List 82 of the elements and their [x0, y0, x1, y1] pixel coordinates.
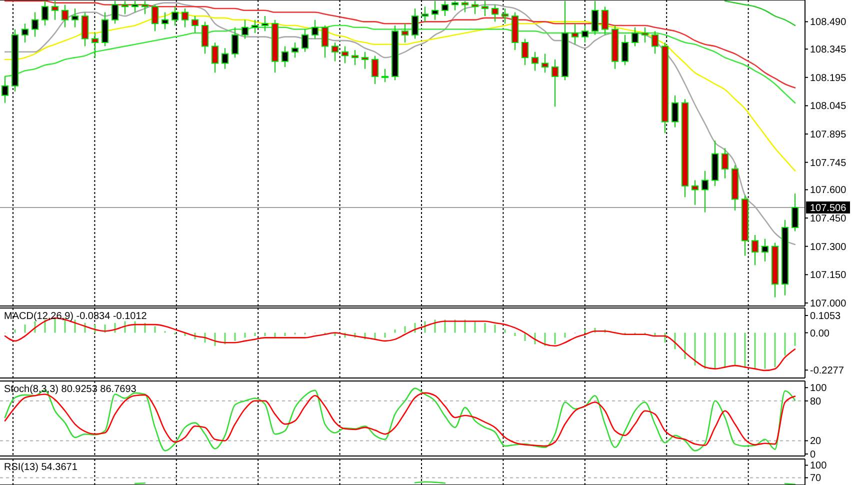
- candlestick: [292, 42, 298, 58]
- candlestick: [142, 0, 148, 15]
- y-tick-label: 107.000: [810, 298, 847, 310]
- candlestick: [412, 8, 418, 40]
- candlestick: [482, 0, 488, 17]
- candlestick: [82, 12, 88, 47]
- candlestick: [92, 32, 98, 58]
- y-tick-label: 108.195: [810, 72, 847, 84]
- candlestick: [312, 19, 318, 40]
- candlestick: [372, 55, 378, 85]
- candlestick: [352, 50, 358, 66]
- candlestick: [652, 30, 658, 54]
- candlestick: [52, 0, 58, 20]
- y-tick-label: 100: [810, 383, 828, 394]
- y-tick-label: 100: [810, 460, 828, 472]
- candlestick: [242, 19, 248, 40]
- candlestick: [542, 53, 548, 74]
- y-tick-label: 107.895: [810, 130, 847, 141]
- candlestick: [62, 4, 68, 28]
- y-tick-label: 107.745: [810, 158, 847, 169]
- candlestick: [792, 192, 798, 232]
- candlestick: [202, 21, 208, 54]
- candlestick: [502, 8, 508, 24]
- candlestick: [462, 0, 468, 13]
- candlestick: [702, 170, 708, 213]
- y-tick-label: -0.2277: [810, 366, 844, 377]
- candlestick: [102, 12, 108, 47]
- candlestick: [72, 8, 78, 28]
- candlestick: [22, 23, 28, 43]
- candlestick: [302, 28, 308, 52]
- candlestick: [572, 23, 578, 45]
- candlestick: [722, 148, 728, 179]
- candlestick: [522, 38, 528, 66]
- y-tick-label: 20: [810, 436, 822, 448]
- ref-line-label: 107.506: [810, 202, 847, 214]
- line-series: [4, 0, 796, 88]
- candlestick: [602, 6, 608, 36]
- candlestick: [282, 46, 288, 68]
- candlestick: [692, 180, 698, 206]
- y-tick-label: 108.345: [810, 44, 847, 56]
- candlestick: [402, 23, 408, 43]
- candlestick: [532, 51, 538, 72]
- candlestick: [622, 34, 628, 66]
- y-tick-label: 0.1053: [810, 310, 842, 322]
- candlestick: [752, 234, 758, 266]
- candlestick: [332, 42, 338, 62]
- candlestick: [342, 46, 348, 64]
- y-tick-label: 0.00: [810, 328, 830, 340]
- chart-title: Stoch(8,3,3) 80.9253 86.7693: [4, 384, 137, 395]
- y-tick-label: 107.150: [810, 270, 847, 282]
- y-tick-label: 107.300: [810, 242, 847, 253]
- y-tick-label: 108.045: [810, 101, 847, 112]
- candlestick: [672, 94, 678, 128]
- candlestick: [222, 48, 228, 70]
- chart-title: MACD(12,26,9) -0.0834 -0.1012: [4, 311, 148, 322]
- candlestick: [232, 26, 238, 58]
- candlestick: [192, 16, 198, 34]
- candlestick: [362, 51, 368, 70]
- candlestick: [492, 4, 498, 22]
- candlestick: [472, 0, 478, 15]
- candlestick: [322, 24, 328, 58]
- candlestick: [382, 68, 388, 83]
- y-tick-label: 107.600: [810, 185, 847, 196]
- candlestick: [642, 26, 648, 43]
- candlestick: [262, 16, 268, 32]
- candlestick: [122, 0, 128, 15]
- y-tick-label: 80: [810, 396, 822, 408]
- candlestick: [162, 12, 168, 30]
- chart-title: RSI(13) 54.3671: [4, 462, 78, 473]
- candlestick: [552, 58, 558, 108]
- candlestick: [2, 76, 8, 104]
- y-tick-label: 107.450: [810, 214, 847, 225]
- y-tick-label: 0: [810, 450, 816, 461]
- candlestick: [152, 4, 158, 32]
- candlestick: [182, 8, 188, 28]
- line-series: [724, 0, 796, 26]
- candlestick: [32, 12, 38, 38]
- y-tick-label: 70: [810, 473, 822, 484]
- candlestick: [212, 42, 218, 74]
- candlestick: [632, 26, 638, 47]
- candlestick: [762, 238, 768, 262]
- y-tick-label: 108.490: [810, 17, 847, 28]
